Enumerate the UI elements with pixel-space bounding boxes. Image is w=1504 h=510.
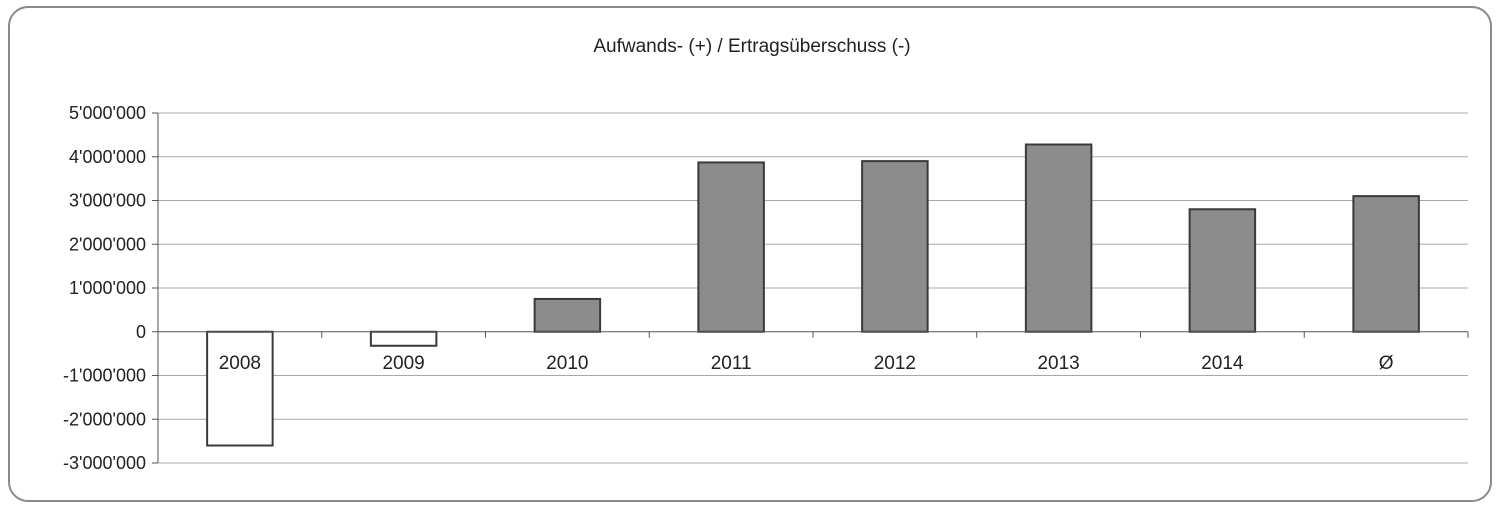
- category-labels: 2008 2009 2010 2011 2012 2013 2014 Ø: [219, 353, 1394, 374]
- bar-2014: [1188, 208, 1257, 333]
- x-category-label: 2013: [1037, 353, 1079, 374]
- gridlines: [152, 112, 1468, 464]
- bar-2012: [861, 160, 929, 333]
- y-tick-label: 2'000'000: [69, 234, 146, 254]
- bar-2013: [1024, 143, 1093, 333]
- y-tick-label: 3'000'000: [69, 191, 146, 211]
- x-category-label: 2008: [219, 353, 261, 374]
- y-tick-label: -2'000'000: [63, 409, 146, 429]
- x-category-label: 2009: [382, 353, 424, 374]
- bar-2010: [533, 297, 602, 333]
- y-tick-label: -1'000'000: [63, 366, 146, 386]
- axes: [157, 113, 1469, 463]
- bar-2009: [369, 330, 438, 347]
- y-tick-label: 0: [136, 322, 146, 342]
- chart-title: Aufwands- (+) / Ertragsüberschuss (-): [593, 36, 910, 57]
- x-category-label: 2014: [1201, 353, 1244, 374]
- y-axis-tick-labels: 5'000'000 4'000'000 3'000'000 2'000'000 1'00…: [63, 103, 146, 473]
- y-tick-label: 4'000'000: [69, 147, 146, 167]
- bar-2011: [697, 161, 765, 333]
- x-category-label: 2011: [711, 353, 752, 374]
- y-tick-label: 5'000'000: [69, 103, 146, 123]
- x-category-label: Ø: [1379, 353, 1394, 374]
- y-tick-label: -3'000'000: [63, 453, 146, 473]
- bar-2008: [206, 330, 274, 447]
- y-tick-label: 1'000'000: [69, 278, 146, 298]
- bar-Ø: [1352, 195, 1420, 333]
- bars: [206, 143, 1420, 447]
- x-category-label: 2010: [546, 353, 588, 374]
- x-category-label: 2012: [874, 353, 916, 374]
